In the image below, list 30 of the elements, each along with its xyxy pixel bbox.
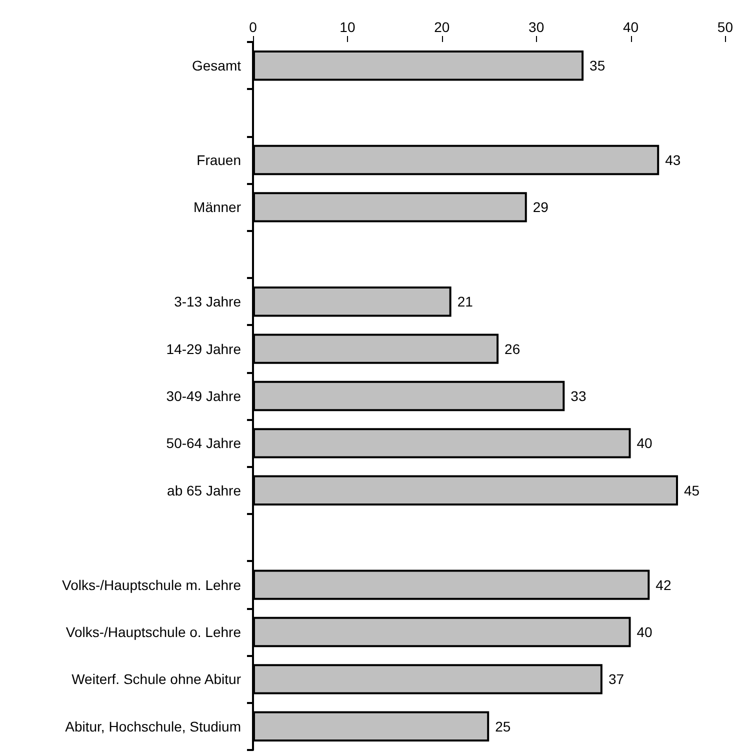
y-tick-label: Weiterf. Schule ohne Abitur xyxy=(72,671,242,688)
x-tick-label: 40 xyxy=(622,19,639,35)
data-label: 45 xyxy=(684,482,700,498)
y-tick-label: Männer xyxy=(194,199,242,216)
data-label: 37 xyxy=(608,671,624,688)
data-label: 26 xyxy=(504,340,520,357)
data-label: 35 xyxy=(590,58,606,74)
x-tick-label: 0 xyxy=(249,19,258,35)
x-tick-label: 10 xyxy=(340,19,356,35)
y-tick-label: 50-64 Jahre xyxy=(166,435,242,452)
data-label: 43 xyxy=(665,152,681,168)
y-tick-label: 14-29 Jahre xyxy=(166,340,242,357)
data-label: 42 xyxy=(656,576,672,593)
data-label: 25 xyxy=(495,718,511,734)
y-tick-label: 3-13 Jahre xyxy=(174,294,242,310)
data-label: 21 xyxy=(457,294,474,310)
x-tick-label: 50 xyxy=(717,19,734,35)
y-tick-label: Volks-/Hauptschule o. Lehre xyxy=(66,624,242,640)
y-tick-label: ab 65 Jahre xyxy=(167,482,242,498)
y-tick-label: Abitur, Hochschule, Studium xyxy=(65,718,241,734)
y-tick-label: Frauen xyxy=(196,152,241,168)
y-tick-label: 30-49 Jahre xyxy=(166,388,242,404)
y-tick-label: Gesamt xyxy=(192,58,242,74)
data-label: 33 xyxy=(570,388,586,404)
data-label: 40 xyxy=(636,435,653,452)
data-label: 29 xyxy=(532,199,549,216)
x-tick-label: 30 xyxy=(528,19,544,35)
x-tick-label: 20 xyxy=(434,19,450,35)
y-tick-label: Volks-/Hauptschule m. Lehre xyxy=(62,576,242,593)
data-label: 40 xyxy=(636,624,653,640)
